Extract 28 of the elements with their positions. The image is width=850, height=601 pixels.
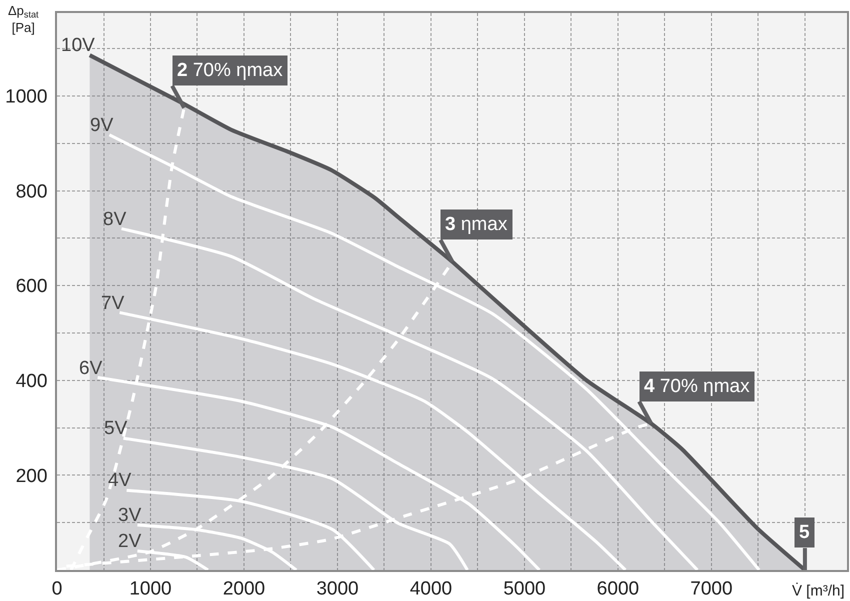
y-tick-label: 200: [16, 466, 48, 487]
x-tick-label: 7000: [690, 578, 733, 600]
x-tick-label: 5000: [503, 578, 546, 600]
annotation: 5: [799, 522, 810, 543]
y-tick-label: 1000: [5, 86, 48, 108]
y-tick-label: 400: [16, 371, 48, 392]
series-label: 10V: [61, 35, 96, 56]
annotation: 3 ηmax: [445, 214, 508, 235]
x-tick-label: 1000: [129, 578, 172, 600]
series-label: 3V: [118, 505, 142, 526]
x-tick-label: 2000: [222, 578, 266, 600]
y-axis-title: Δp$_{stat}$ [Pa]: [8, 3, 40, 35]
annotation: 4 70% ηmax: [644, 376, 750, 397]
annotation: 2 70% ηmax: [177, 60, 284, 81]
x-axis-title: V̇ [m³/h]: [792, 582, 845, 600]
x-tick-label: 6000: [596, 578, 640, 600]
x-tick-label: 4000: [410, 578, 452, 600]
x-tick-label: 3000: [316, 578, 359, 600]
y-tick-label: 600: [16, 276, 48, 298]
series-label: 6V: [79, 358, 103, 379]
y-tick-label: 800: [16, 181, 48, 202]
series-label: 2V: [118, 531, 142, 552]
series-label: 9V: [90, 115, 114, 136]
series-label: 4V: [108, 470, 132, 491]
series-label: 5V: [104, 418, 128, 439]
x-tick-label: 0: [52, 578, 62, 600]
series-label: 8V: [103, 209, 127, 230]
series-label: 7V: [101, 293, 125, 314]
